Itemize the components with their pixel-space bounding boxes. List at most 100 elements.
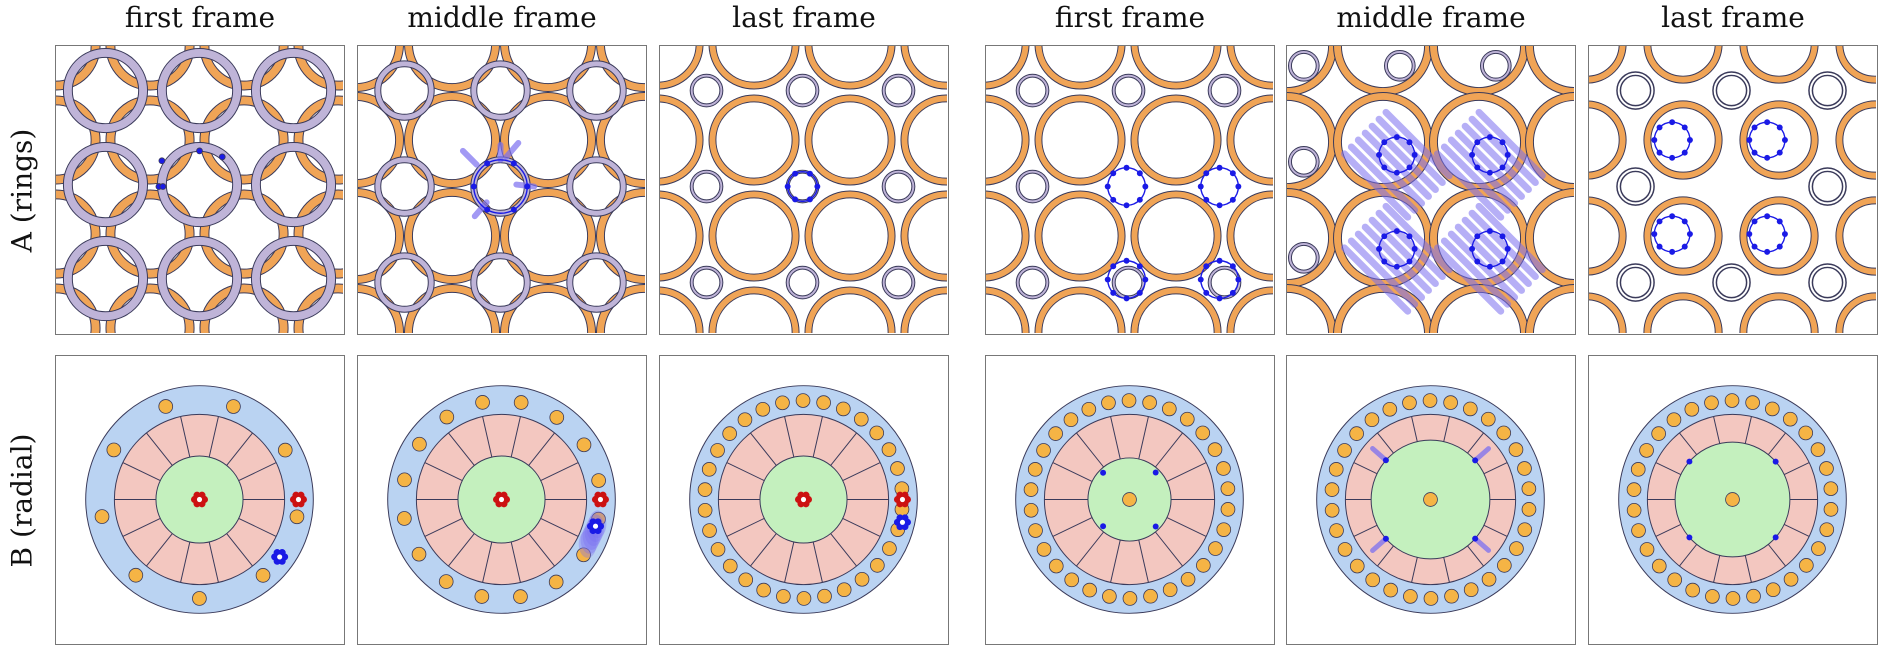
orange-particle (1685, 582, 1700, 598)
blue-bead (1772, 534, 1779, 541)
blue-flower-petal (896, 514, 904, 522)
orange-particle (1324, 482, 1340, 497)
lavender-ring (1809, 264, 1846, 301)
orange-ring (1334, 93, 1432, 191)
motion-trail (1468, 209, 1539, 281)
sector-line (1784, 523, 1810, 537)
chain-bead (1216, 257, 1223, 264)
orange-ring-outline (358, 188, 405, 284)
sector-line (784, 541, 795, 583)
motion-trail (1475, 202, 1546, 274)
orange-ring (1644, 197, 1722, 275)
panel-radial-first-frame-b (985, 355, 1275, 645)
chain-bead (1110, 263, 1117, 270)
orange-ring (106, 46, 194, 90)
chain-bead (1686, 137, 1693, 143)
lavender-ring (1016, 74, 1049, 107)
orange-particle (737, 412, 753, 428)
red-flower-petal (500, 491, 508, 499)
chain-bead (1669, 213, 1676, 220)
sector-line (510, 416, 521, 458)
orange-particle (1481, 571, 1497, 587)
orange-ring (1035, 95, 1125, 185)
chain-bead (1104, 183, 1111, 190)
orange-ring-outline (900, 190, 947, 282)
lavender-ring (567, 253, 626, 312)
sector-line (1110, 539, 1121, 583)
blue-bead (1382, 535, 1389, 542)
chain-bead (1669, 119, 1676, 126)
chain-bead (1235, 183, 1242, 190)
lavender-ring (567, 157, 626, 216)
sector-line (208, 541, 219, 583)
blue-bead (1152, 523, 1159, 530)
sector-line (146, 432, 173, 466)
orange-ring (1035, 46, 1125, 89)
orange-ring (1334, 46, 1432, 95)
orange-particle (1517, 461, 1532, 476)
orange-ring (56, 284, 100, 333)
orange-particle (870, 558, 885, 573)
blue-bead (1772, 458, 1779, 465)
red-flower-center (800, 496, 807, 503)
blue-flower-center (899, 519, 906, 525)
orange-particle (890, 461, 905, 476)
orange-ring (1526, 46, 1574, 95)
red-flower-center (295, 496, 302, 503)
chain-bead (1751, 243, 1758, 250)
motion-trail (1340, 150, 1412, 221)
chain-bead (1136, 289, 1143, 296)
sector-line (180, 416, 191, 458)
orange-ring (660, 95, 703, 185)
sector-line (528, 533, 555, 567)
motion-trail (1433, 244, 1505, 315)
orange-ring-outline (708, 46, 800, 90)
orange-particle (1048, 426, 1063, 441)
blue-bead (1382, 457, 1389, 464)
orange-particle (1782, 411, 1798, 427)
sector-line (122, 517, 161, 537)
orange-ring-outline (500, 284, 596, 333)
orange-ring (294, 284, 343, 333)
orange-ring (1430, 46, 1528, 95)
orange-ring (986, 46, 1029, 89)
orange-particle (513, 589, 528, 604)
orange-ring (1035, 287, 1125, 333)
chain-bead (1499, 258, 1506, 265)
orange-particle (722, 558, 738, 574)
blue-bead (159, 183, 167, 190)
orange-particle (439, 409, 455, 425)
orange-ring-outline (1739, 46, 1819, 84)
chain-bead (1764, 154, 1771, 161)
sector-line (1784, 462, 1810, 476)
motion-trail (1340, 244, 1412, 315)
orange-ring (901, 191, 947, 281)
orange-particle (1383, 582, 1398, 598)
orange-ring-outline (986, 94, 1030, 186)
chain-bead (1474, 139, 1481, 146)
orange-particle (1631, 523, 1646, 538)
orange-ring (660, 287, 703, 333)
chain-bead (1469, 151, 1476, 158)
orange-ring (1836, 293, 1876, 333)
orange-ring (1589, 293, 1626, 333)
motion-trail (1375, 209, 1446, 281)
orange-particle (1765, 401, 1780, 417)
chain-bead (792, 170, 799, 177)
chain-bead (1381, 139, 1388, 146)
row-label-rings: A (rings) (5, 128, 39, 252)
blue-flower-petal (594, 518, 602, 526)
sector-line (1411, 416, 1418, 442)
orange-ring (358, 93, 404, 187)
lavender-ring (157, 142, 242, 227)
red-flower-center (899, 496, 906, 503)
orange-particle (775, 395, 790, 411)
lavender-ring (1288, 242, 1319, 273)
orange-particle (1349, 426, 1364, 441)
sector-line (146, 533, 173, 567)
motion-trail (1361, 223, 1432, 294)
orange-ring-outline (1589, 100, 1627, 180)
sector-line (540, 517, 579, 537)
chain-bead (806, 170, 813, 177)
orange-particle (1725, 591, 1741, 606)
